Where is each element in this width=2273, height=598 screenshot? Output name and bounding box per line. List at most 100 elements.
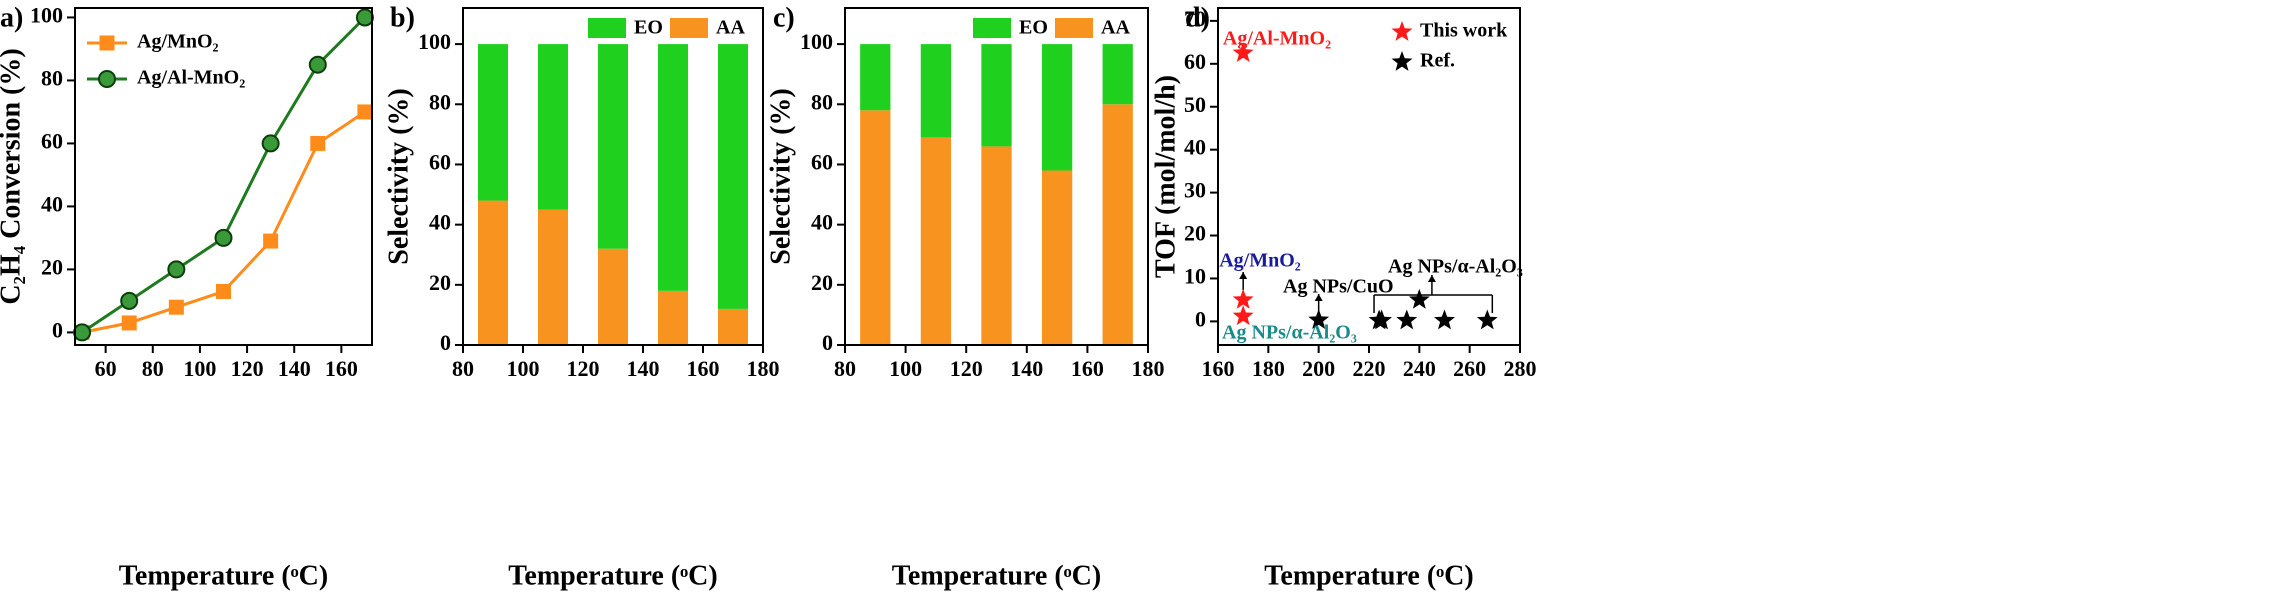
y-tick-label: 50 bbox=[1184, 92, 1206, 117]
bar-segment bbox=[538, 44, 568, 210]
marker bbox=[121, 315, 137, 331]
bar-segment bbox=[1102, 44, 1133, 105]
x-tick-label: 260 bbox=[1453, 356, 1486, 381]
marker bbox=[263, 233, 279, 249]
legend-label: Ag/MnO₂ bbox=[137, 31, 219, 53]
y-tick-label: 20 bbox=[1184, 221, 1206, 246]
x-tick-label: 140 bbox=[278, 356, 311, 381]
y-tick-label: 40 bbox=[41, 191, 63, 216]
bar-segment bbox=[658, 290, 688, 345]
x-tick-label: 80 bbox=[142, 356, 164, 381]
bar-segment bbox=[860, 110, 891, 345]
marker bbox=[216, 283, 231, 299]
y-axis-title: C₂H₄ Conversion (%) bbox=[0, 48, 26, 304]
panel: b) 80 100 120 140 160 180 0 20 40 60 80 100 Temperatu… bbox=[383, 2, 779, 591]
x-axis-title: Temperature (ᵒC) bbox=[508, 560, 717, 591]
marker bbox=[168, 299, 184, 315]
y-tick-label: 100 bbox=[30, 2, 63, 27]
y-tick-label: 60 bbox=[41, 128, 63, 153]
plot-frame bbox=[1217, 7, 1521, 346]
y-tick-label: 0 bbox=[52, 317, 63, 342]
x-tick-label: 160 bbox=[687, 356, 720, 381]
x-axis-title: Temperature (ᵒC) bbox=[119, 560, 328, 591]
marker bbox=[73, 323, 92, 342]
y-axis-title: Selectivity (%) bbox=[765, 88, 796, 265]
legend-marker bbox=[99, 35, 115, 51]
panel-label: b) bbox=[390, 2, 415, 33]
y-tick-label: 100 bbox=[418, 29, 451, 54]
arrow-head bbox=[1314, 294, 1323, 301]
marker bbox=[1476, 309, 1498, 330]
annotation: Ag/Al-MnO₂ bbox=[1223, 28, 1331, 50]
marker bbox=[357, 104, 373, 120]
legend-marker bbox=[1391, 51, 1413, 71]
y-tick-label: 40 bbox=[811, 210, 833, 235]
legend-swatch bbox=[973, 18, 1011, 38]
marker bbox=[1232, 42, 1254, 62]
legend-marker bbox=[98, 70, 116, 88]
x-tick-label: 80 bbox=[452, 356, 474, 381]
x-tick-label: 160 bbox=[1071, 356, 1104, 381]
x-tick-label: 160 bbox=[325, 356, 358, 381]
y-tick-label: 30 bbox=[1184, 178, 1206, 203]
bar-segment bbox=[981, 146, 1012, 345]
y-tick-label: 20 bbox=[429, 270, 451, 295]
x-tick-label: 100 bbox=[889, 356, 922, 381]
x-axis-title: Temperature (ᵒC) bbox=[1264, 560, 1473, 591]
marker bbox=[1396, 309, 1418, 330]
y-tick-label: 40 bbox=[429, 210, 451, 235]
panel-label: c) bbox=[773, 2, 795, 33]
y-tick-label: 0 bbox=[822, 330, 833, 355]
y-tick-label: 80 bbox=[41, 65, 63, 90]
plot-frame bbox=[844, 7, 1149, 346]
y-tick-label: 60 bbox=[1184, 49, 1206, 74]
marker bbox=[167, 260, 186, 279]
legend-label: AA bbox=[716, 17, 745, 39]
legend-marker bbox=[1391, 21, 1413, 41]
x-tick-label: 100 bbox=[507, 356, 540, 381]
bar-segment bbox=[718, 308, 748, 345]
bar-segment bbox=[598, 44, 628, 249]
legend-swatch bbox=[588, 18, 626, 38]
annotation: Ag/MnO₂ bbox=[1219, 250, 1301, 272]
plot-frame bbox=[462, 7, 764, 346]
y-tick-label: 20 bbox=[811, 270, 833, 295]
panel-label: a) bbox=[0, 2, 23, 33]
panel: c) 80 100 120 140 160 180 0 20 40 60 80 100 Temperatu… bbox=[765, 2, 1164, 591]
x-tick-label: 200 bbox=[1302, 356, 1335, 381]
y-tick-label: 10 bbox=[1184, 264, 1206, 289]
bar-segment bbox=[920, 137, 952, 345]
legend-label: AA bbox=[1101, 17, 1130, 39]
bar-segment bbox=[718, 44, 748, 309]
x-tick-label: 100 bbox=[183, 356, 216, 381]
marker bbox=[261, 134, 280, 153]
bar-segment bbox=[538, 209, 568, 345]
marker bbox=[1434, 309, 1455, 330]
marker bbox=[1308, 309, 1330, 329]
y-tick-label: 40 bbox=[1184, 135, 1206, 160]
x-tick-label: 80 bbox=[834, 356, 856, 381]
x-tick-label: 180 bbox=[747, 356, 780, 381]
x-axis-title: Temperature (ᵒC) bbox=[892, 560, 1101, 591]
legend-swatch bbox=[1055, 18, 1093, 38]
x-tick-label: 60 bbox=[95, 356, 117, 381]
legend-label: Ag/Al-MnO₂ bbox=[137, 67, 245, 89]
arrow-head bbox=[1239, 272, 1248, 279]
x-tick-label: 120 bbox=[231, 356, 264, 381]
bar-segment bbox=[1041, 44, 1073, 171]
x-tick-label: 120 bbox=[950, 356, 983, 381]
marker bbox=[214, 228, 233, 247]
x-tick-label: 220 bbox=[1353, 356, 1386, 381]
marker bbox=[1232, 288, 1254, 309]
bar-segment bbox=[598, 248, 628, 345]
legend-label: This work bbox=[1420, 20, 1508, 42]
marker bbox=[120, 291, 139, 310]
annotation: Ag NPs/α-Al₂O₃ bbox=[1388, 256, 1523, 278]
annotation: Ag NPs/CuO bbox=[1283, 276, 1394, 298]
y-tick-label: 80 bbox=[429, 89, 451, 114]
x-tick-label: 160 bbox=[1202, 356, 1235, 381]
panel: a) 60 80 100 120 140 160 0 20 40 60 80 100 Temperatur… bbox=[0, 2, 374, 591]
bar-segment bbox=[478, 44, 508, 201]
x-tick-label: 140 bbox=[1010, 356, 1043, 381]
